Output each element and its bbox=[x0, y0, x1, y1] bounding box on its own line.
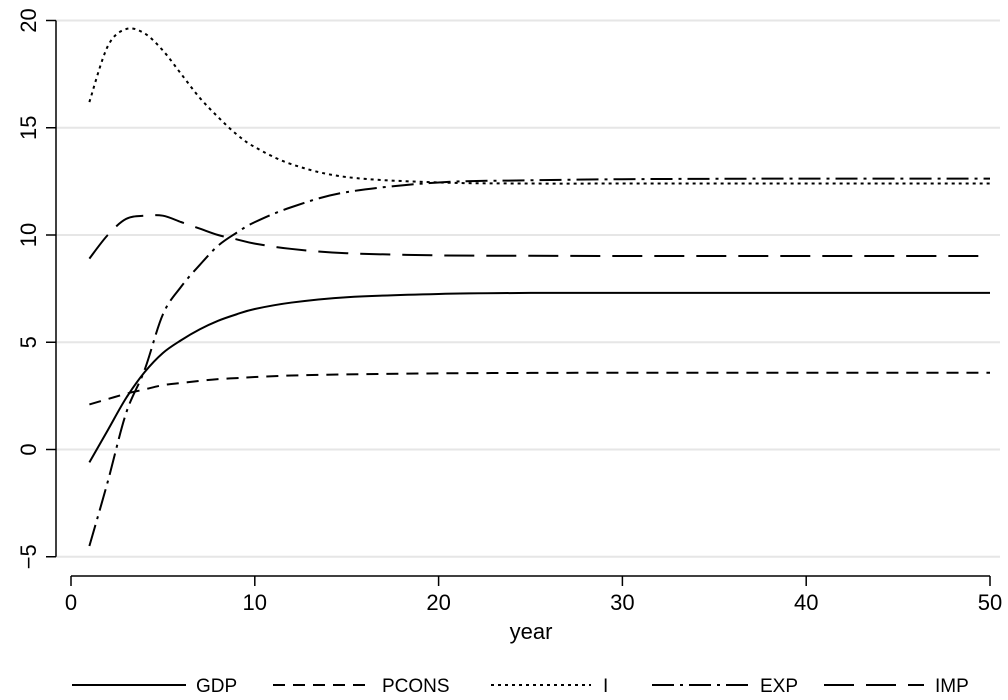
y-tick-label: 5 bbox=[16, 336, 41, 348]
series-line-gdp bbox=[88, 291, 990, 463]
series-line-imp bbox=[88, 214, 990, 260]
series-line-pcons bbox=[89, 371, 990, 406]
x-axis-title: year bbox=[510, 619, 553, 644]
x-tick-label: 10 bbox=[243, 590, 267, 615]
x-tick-label: 30 bbox=[610, 590, 634, 615]
gridlines bbox=[56, 19, 1000, 558]
x-tick-label: 50 bbox=[978, 590, 1002, 615]
y-tick-label: 0 bbox=[16, 443, 41, 455]
axes bbox=[46, 19, 991, 586]
y-tick-label: 20 bbox=[16, 8, 41, 32]
tick-labels: −5 0 5 10 15 20 0 10 20 30 40 50 bbox=[16, 8, 1002, 615]
legend: GDP PCONS I EXP IMP bbox=[72, 676, 969, 697]
series-line-i bbox=[88, 27, 990, 185]
legend-label-exp: EXP bbox=[760, 676, 798, 697]
y-tick-label: 10 bbox=[16, 223, 41, 247]
x-tick-label: 40 bbox=[794, 590, 818, 615]
legend-label-imp: IMP bbox=[935, 676, 969, 697]
y-tick-label: 15 bbox=[16, 116, 41, 140]
legend-label-gdp: GDP bbox=[196, 676, 237, 697]
x-tick-label: 20 bbox=[426, 590, 450, 615]
y-tick-label: −5 bbox=[16, 544, 41, 569]
x-tick-label: 0 bbox=[65, 590, 77, 615]
legend-label-i: I bbox=[603, 676, 608, 697]
legend-label-pcons: PCONS bbox=[382, 676, 450, 697]
series-line-exp bbox=[88, 177, 991, 547]
series-lines bbox=[88, 27, 991, 547]
